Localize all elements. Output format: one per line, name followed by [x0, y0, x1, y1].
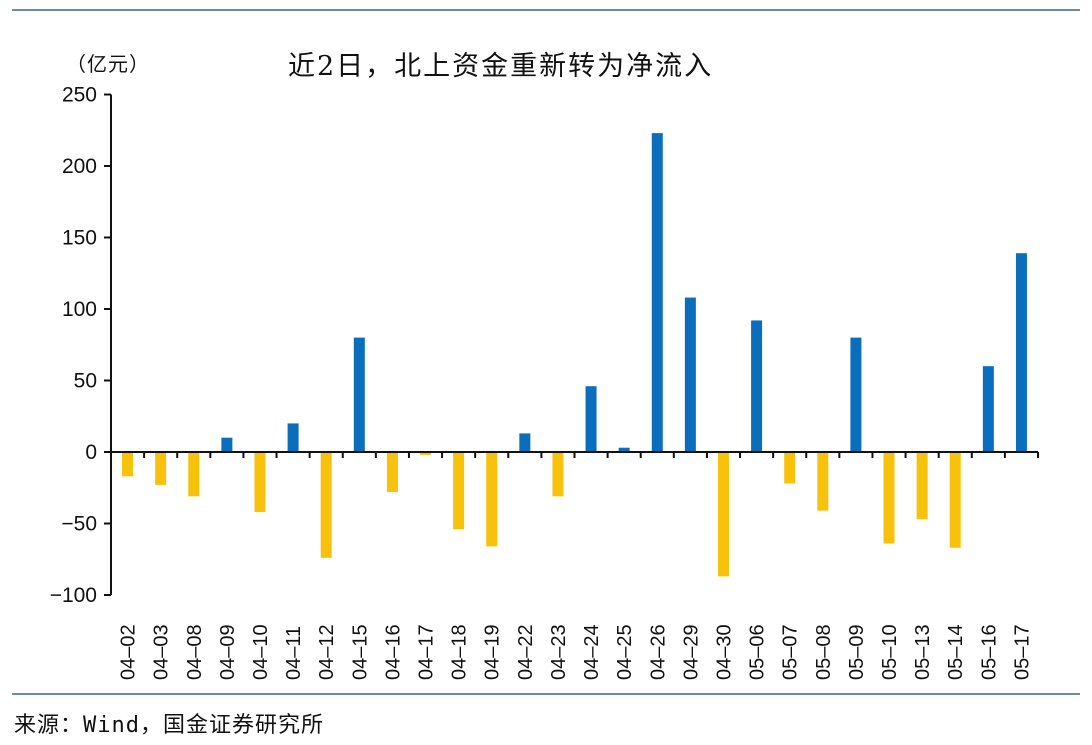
y-tick-label: 200: [62, 155, 97, 178]
x-category-label: 04–10: [250, 624, 272, 680]
x-category-label: 05–06: [747, 624, 769, 680]
bar-04-03: [155, 452, 167, 485]
x-category-label: 04–23: [548, 624, 570, 680]
x-category-label: 05–08: [813, 624, 835, 680]
bar-05-13: [916, 452, 928, 520]
x-category-label: 04–24: [581, 624, 603, 680]
x-category-label: 05–10: [879, 624, 901, 680]
x-category-label: 04–16: [382, 624, 404, 680]
bar-04-19: [486, 452, 498, 547]
bars: [122, 133, 1027, 577]
x-category-label: 05–14: [945, 624, 967, 680]
bar-05-16: [982, 366, 994, 452]
x-category-label: 04–30: [713, 624, 735, 680]
bar-04-16: [386, 452, 398, 493]
bar-04-26: [651, 133, 663, 453]
source-note: 来源：Wind，国金证券研究所: [14, 713, 324, 738]
x-category-label: 04–29: [680, 624, 702, 680]
bar-04-15: [353, 337, 365, 452]
x-category-label: 04–26: [647, 624, 669, 680]
y-tick-label: −100: [50, 584, 97, 607]
x-category-label: 05–07: [780, 624, 802, 680]
bar-04-25: [618, 447, 630, 452]
y-tick-label: 150: [62, 227, 97, 250]
top-rule: [12, 9, 1080, 11]
x-axis: 04–02 04–03 04–08 04–09 04–10 04–11 04–12 04–15…: [111, 451, 1039, 680]
bar-04-23: [552, 452, 564, 497]
bar-04-09: [221, 437, 233, 452]
x-category-label: 04–22: [515, 624, 537, 680]
y-tick-label: 0: [85, 441, 97, 464]
bar-05-07: [784, 452, 796, 484]
x-category-label: 05–17: [1011, 624, 1033, 680]
bar-04-02: [122, 452, 134, 477]
bar-04-17: [420, 452, 432, 455]
bar-05-10: [883, 452, 895, 544]
bar-05-09: [850, 337, 862, 452]
x-category-label: 05–09: [846, 624, 868, 680]
y-tick-label: 100: [62, 298, 97, 321]
x-category-label: 04–17: [416, 624, 438, 680]
bar-04-30: [717, 452, 729, 577]
y-tick-label: 50: [74, 370, 97, 393]
y-axis-unit-label: （亿元）: [66, 52, 150, 76]
x-category-label: 04–09: [217, 624, 239, 680]
bar-04-22: [519, 433, 531, 452]
bar-04-24: [585, 386, 597, 452]
bar-05-17: [1015, 253, 1027, 452]
bottom-rule: [12, 693, 1080, 695]
x-category-label: 04–18: [449, 624, 471, 680]
y-tick-label: 250: [62, 84, 97, 107]
chart-title: 近2日，北上资金重新转为净流入: [288, 51, 714, 82]
bar-05-08: [817, 452, 829, 511]
x-category-label: 04–08: [184, 624, 206, 680]
x-category-label: 04–25: [614, 624, 636, 680]
bar-04-12: [320, 452, 332, 558]
bar-05-14: [949, 452, 961, 548]
x-category-label: 04–12: [316, 624, 338, 680]
bar-04-10: [254, 452, 266, 513]
bar-05-06: [751, 320, 763, 452]
bar-04-29: [684, 297, 696, 452]
y-tick-label: −50: [61, 513, 97, 536]
bar-04-18: [453, 452, 465, 530]
x-category-label: 04–19: [482, 624, 504, 680]
y-axis: 250 200 150 100 50 0 −50 −100: [50, 84, 112, 607]
bar-04-11: [287, 423, 299, 452]
x-category-label: 04–11: [283, 626, 305, 680]
x-category-label: 04–15: [349, 624, 371, 680]
x-category-label: 04–03: [151, 624, 173, 680]
bar-04-08: [188, 452, 200, 497]
x-category-label: 04–02: [118, 624, 140, 680]
x-category-label: 05–13: [912, 624, 934, 680]
x-category-label: 05–16: [978, 624, 1000, 680]
